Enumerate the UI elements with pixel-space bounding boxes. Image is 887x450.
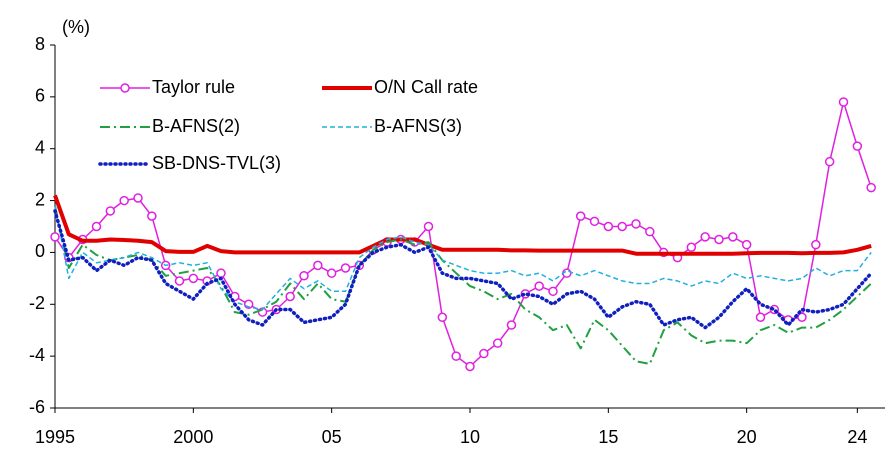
- x-tick-label: 20: [737, 427, 757, 447]
- marker: [299, 271, 309, 281]
- x-tick-label: 15: [598, 427, 618, 447]
- marker: [728, 232, 738, 242]
- marker: [326, 268, 337, 278]
- series-line: [54, 101, 872, 368]
- y-tick-label: 6: [35, 86, 45, 106]
- marker: [686, 242, 697, 252]
- marker: [451, 351, 461, 361]
- marker: [423, 221, 434, 232]
- series-line: [53, 194, 872, 256]
- y-tick-label: -4: [29, 345, 45, 365]
- legend-label: O/N Call rate: [374, 77, 478, 97]
- marker: [492, 338, 503, 348]
- x-tick-label: 1995: [35, 427, 75, 447]
- marker: [119, 195, 129, 206]
- legend-label: B-AFNS(2): [152, 116, 240, 136]
- marker: [852, 141, 863, 151]
- y-unit-label: (%): [62, 17, 90, 37]
- series-line: [53, 209, 873, 330]
- marker: [105, 206, 116, 216]
- marker: [340, 263, 351, 273]
- marker: [548, 286, 558, 297]
- y-tick-label: 0: [35, 241, 45, 261]
- marker: [188, 273, 199, 284]
- marker: [174, 276, 185, 286]
- series-line: [54, 205, 872, 311]
- marker: [313, 260, 323, 271]
- y-tick-label: -6: [29, 397, 45, 417]
- series-line: [54, 205, 872, 365]
- y-tick-label: -2: [29, 293, 45, 313]
- marker: [603, 221, 614, 232]
- marker: [91, 221, 102, 232]
- x-tick-label: 10: [460, 427, 480, 447]
- legend-label: B-AFNS(3): [374, 116, 462, 136]
- marker: [631, 219, 641, 229]
- marker: [645, 226, 655, 237]
- marker: [147, 211, 157, 221]
- x-tick-label: 24: [847, 427, 867, 447]
- marker: [797, 312, 807, 322]
- marker: [133, 193, 143, 203]
- marker: [437, 312, 448, 322]
- marker: [755, 312, 766, 322]
- y-tick-label: 2: [35, 189, 45, 209]
- marker: [811, 239, 821, 250]
- y-tick-label: 8: [35, 34, 45, 54]
- marker: [285, 291, 295, 302]
- marker: [824, 156, 835, 167]
- legend-marker: [120, 83, 130, 93]
- marker: [838, 97, 849, 107]
- legend-label: Taylor rule: [152, 77, 235, 97]
- marker: [465, 361, 475, 372]
- marker: [741, 239, 752, 250]
- marker: [714, 234, 724, 245]
- marker: [589, 216, 600, 227]
- marker: [866, 182, 876, 193]
- y-tick-label: 4: [35, 137, 45, 157]
- marker: [506, 320, 517, 330]
- x-tick-label: 2000: [173, 427, 213, 447]
- marker: [617, 221, 627, 232]
- legend-label: SB-DNS-TVL(3): [152, 153, 281, 173]
- marker: [479, 348, 489, 359]
- marker: [575, 211, 586, 221]
- marker: [534, 281, 544, 291]
- marker: [216, 268, 226, 278]
- marker: [700, 232, 710, 242]
- x-tick-label: 05: [322, 427, 342, 447]
- marker: [50, 232, 60, 242]
